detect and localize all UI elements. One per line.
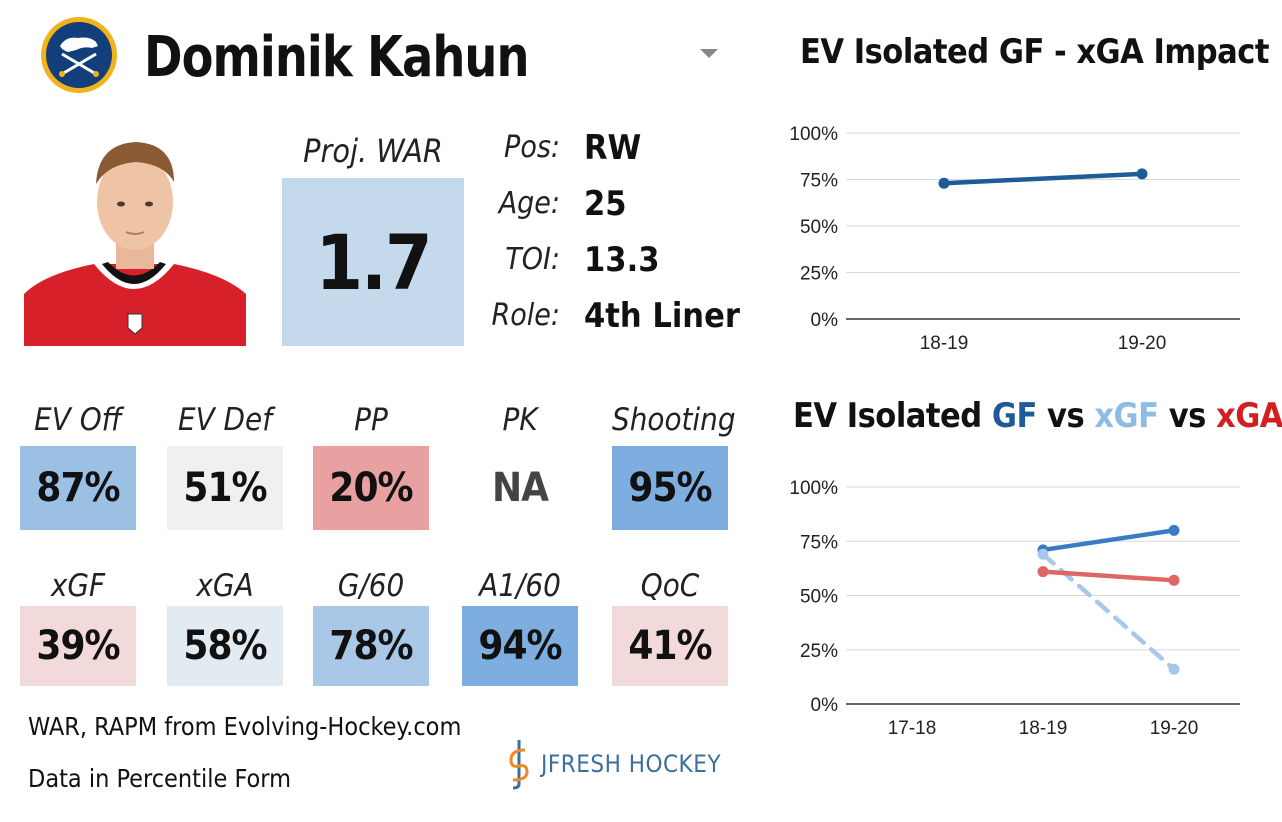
stat-value-xgf: 39% bbox=[36, 623, 120, 669]
source-note: WAR, RAPM from Evolving-Hockey.com bbox=[28, 712, 462, 741]
chart2-x-tick-label: 17-18 bbox=[888, 718, 937, 739]
brand-text: JFRESH HOCKEY bbox=[541, 750, 722, 778]
chart2-series-xga-point bbox=[1037, 566, 1049, 578]
info-role-value: 4th Liner bbox=[584, 296, 740, 336]
brand-logo: JFRESH HOCKEY bbox=[505, 738, 721, 790]
stat-label-g60: G/60 bbox=[337, 568, 405, 604]
chart2-x-tick-label: 19-20 bbox=[1150, 718, 1199, 739]
chart1-x-tick-label: 18-19 bbox=[920, 333, 969, 354]
chart1-plot: 0% 25% 50% 75% 100% 18-19 19-20 bbox=[789, 124, 1240, 354]
stat-value-ev-def: 51% bbox=[183, 465, 267, 511]
stat-box-xgf: 39% bbox=[20, 606, 136, 686]
chart2-x-tick-label: 18-19 bbox=[1019, 718, 1068, 739]
stat-value-ev-off: 87% bbox=[36, 465, 120, 511]
team-logo-icon bbox=[40, 16, 118, 94]
chart1-y-tick-label: 0% bbox=[811, 310, 839, 331]
chart1-series-0-point bbox=[938, 177, 950, 189]
stat-label-xgf: xGF bbox=[50, 568, 106, 604]
info-pos-value: RW bbox=[584, 128, 642, 168]
info-age-label: Age: bbox=[498, 186, 560, 221]
stat-value-pp: 20% bbox=[329, 465, 413, 511]
chart1-y-tick-label: 75% bbox=[800, 171, 838, 192]
info-toi-value: 13.3 bbox=[584, 240, 660, 280]
chart1-y-tick-label: 50% bbox=[800, 217, 838, 238]
chart1-y-tick-label: 25% bbox=[800, 264, 838, 285]
stat-label-shooting: Shooting bbox=[612, 402, 736, 438]
stat-value-g60: 78% bbox=[329, 623, 413, 669]
proj-war-box: 1.7 bbox=[282, 178, 464, 346]
chart1-y-tick-label: 100% bbox=[789, 124, 838, 145]
info-pos-label: Pos: bbox=[504, 130, 560, 165]
caret-down-icon[interactable] bbox=[700, 49, 718, 58]
chart2-y-tick-label: 75% bbox=[800, 532, 838, 553]
percentile-note: Data in Percentile Form bbox=[28, 764, 291, 793]
info-age-value: 25 bbox=[584, 184, 627, 224]
chart2-series-gf-line bbox=[1040, 528, 1177, 553]
stat-box-pp: 20% bbox=[313, 446, 429, 530]
chart1-series-0-point bbox=[1136, 168, 1148, 180]
stat-label-ev-def: EV Def bbox=[178, 402, 272, 438]
stat-box-g60: 78% bbox=[313, 606, 429, 686]
stat-label-qoc: QoC bbox=[640, 568, 700, 604]
chart2-plot: 0% 25% 50% 75% 100% 17-18 18-19 19-20 bbox=[789, 478, 1240, 739]
player-headshot bbox=[24, 124, 246, 346]
stat-value-pk: NA bbox=[492, 465, 549, 511]
chart2-title-part: xGF bbox=[1094, 396, 1159, 436]
chart2-title-part: EV Isolated bbox=[793, 396, 992, 436]
chart2-y-tick-label: 50% bbox=[800, 587, 838, 608]
chart1-x-tick-label: 19-20 bbox=[1118, 333, 1167, 354]
stat-value-qoc: 41% bbox=[628, 623, 712, 669]
info-role-label: Role: bbox=[491, 298, 560, 333]
stat-box-ev-off: 87% bbox=[20, 446, 136, 530]
info-toi-label: TOI: bbox=[505, 242, 560, 277]
chart2-series-xgf-point bbox=[1037, 548, 1049, 560]
chart2-title-part: GF bbox=[991, 396, 1038, 436]
chart2-y-tick-label: 100% bbox=[789, 478, 838, 499]
proj-war-value: 1.7 bbox=[315, 217, 432, 307]
stat-label-pk: PK bbox=[502, 402, 538, 438]
stat-label-a160: A1/60 bbox=[479, 568, 561, 604]
stat-box-pk: NA bbox=[462, 446, 578, 530]
chart2-series-xga-line bbox=[1040, 569, 1177, 583]
stat-label-ev-off: EV Off bbox=[34, 402, 122, 438]
chart2-title: EV Isolated GF vs xGF vs xGA bbox=[793, 396, 1282, 436]
stat-box-qoc: 41% bbox=[612, 606, 728, 686]
chart2-title-part: xGA bbox=[1215, 396, 1282, 436]
stat-value-shooting: 95% bbox=[628, 465, 712, 511]
stat-box-a160: 94% bbox=[462, 606, 578, 686]
chart2-title-part: vs bbox=[1036, 396, 1095, 436]
chart2-y-tick-label: 25% bbox=[800, 641, 838, 662]
chart1-series-0-line bbox=[941, 171, 1145, 186]
brand-mark-icon bbox=[509, 740, 529, 790]
stat-value-xga: 58% bbox=[183, 623, 267, 669]
proj-war-label: Proj. WAR bbox=[303, 132, 443, 170]
chart2-title-part: vs bbox=[1158, 396, 1216, 436]
chart2-series-xga-point bbox=[1168, 574, 1180, 586]
stat-box-xga: 58% bbox=[167, 606, 283, 686]
stat-box-ev-def: 51% bbox=[167, 446, 283, 530]
stat-label-pp: PP bbox=[354, 402, 388, 438]
chart1-title: EV Isolated GF - xGA Impact bbox=[800, 32, 1270, 72]
stat-value-a160: 94% bbox=[478, 623, 562, 669]
chart2-y-tick-label: 0% bbox=[811, 695, 839, 716]
player-name: Dominik Kahun bbox=[144, 25, 530, 90]
chart2-series-xgf-point bbox=[1168, 663, 1180, 675]
stat-box-shooting: 95% bbox=[612, 446, 728, 530]
stat-label-xga: xGA bbox=[196, 568, 254, 604]
chart2-series-gf-point bbox=[1168, 524, 1180, 536]
